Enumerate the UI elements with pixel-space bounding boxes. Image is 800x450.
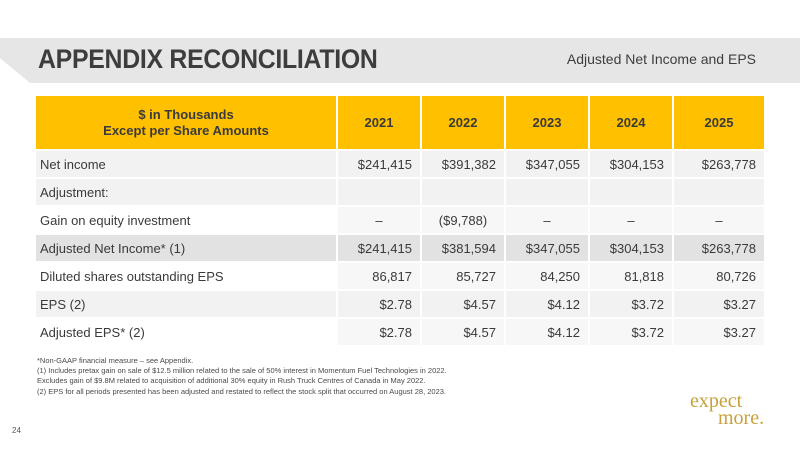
page-number: 24 <box>12 426 21 435</box>
footnote: (2) EPS for all periods presented has be… <box>37 386 446 396</box>
table-cell: – <box>505 206 590 235</box>
table-cell: $304,153 <box>589 234 674 263</box>
footnote: *Non-GAAP financial measure – see Append… <box>37 356 194 365</box>
footnote: Excludes gain of $9.8M related to acquis… <box>37 376 426 386</box>
table-cell: $2.78 <box>337 290 422 319</box>
footnote: (1) Includes pretax gain on sale of $12.… <box>37 366 447 376</box>
table-cell: 80,726 <box>673 262 766 291</box>
table-cell: $4.12 <box>505 318 590 347</box>
table-cell: $347,055 <box>505 234 590 263</box>
table-cell: $391,382 <box>421 150 506 179</box>
corner-line-1: $ in Thousands <box>138 106 234 122</box>
table-cell: $304,153 <box>589 150 674 179</box>
page-title: APPENDIX RECONCILIATION <box>38 44 378 74</box>
year-header: 2023 <box>505 96 590 151</box>
table-cell: – <box>673 206 766 235</box>
brand-line-2: more. <box>718 407 765 429</box>
table-cell: $3.72 <box>589 318 674 347</box>
table-cell: $241,415 <box>337 234 422 263</box>
footnotes: *Non-GAAP financial measure – see Append… <box>37 356 597 397</box>
row-label: Adjusted EPS* (2) <box>36 318 338 347</box>
table-row: Adjustment: <box>36 178 766 207</box>
table-cell <box>505 178 590 207</box>
table-cell: 84,250 <box>505 262 590 291</box>
table-cell: $3.27 <box>673 318 766 347</box>
table-cell: – <box>589 206 674 235</box>
row-label: Diluted shares outstanding EPS <box>36 262 338 291</box>
table-cell: $263,778 <box>673 234 766 263</box>
table-cell: 85,727 <box>421 262 506 291</box>
table-corner-header: $ in Thousands Except per Share Amounts <box>36 96 338 151</box>
row-label: Adjusted Net Income* (1) <box>36 234 338 263</box>
row-label: Gain on equity investment <box>36 206 338 235</box>
table-row: EPS (2) $2.78 $4.57 $4.12 $3.72 $3.27 <box>36 290 766 319</box>
table-row: Adjusted Net Income* (1) $241,415 $381,5… <box>36 234 766 263</box>
corner-line-2: Except per Share Amounts <box>103 122 269 138</box>
table-cell: $3.27 <box>673 290 766 319</box>
table-row: Diluted shares outstanding EPS 86,817 85… <box>36 262 766 291</box>
brand-logo: expect more. <box>690 390 790 429</box>
brand-line-1: expect <box>690 390 743 412</box>
reconciliation-table: $ in Thousands Except per Share Amounts … <box>36 96 766 347</box>
table-cell: $241,415 <box>337 150 422 179</box>
table-cell <box>589 178 674 207</box>
table-cell: $3.72 <box>589 290 674 319</box>
table-cell: $263,778 <box>673 150 766 179</box>
table-cell: ($9,788) <box>421 206 506 235</box>
table-cell: 81,818 <box>589 262 674 291</box>
year-header: 2025 <box>673 96 766 151</box>
table-cell: $2.78 <box>337 318 422 347</box>
table-row: Gain on equity investment – ($9,788) – –… <box>36 206 766 235</box>
table-cell <box>421 178 506 207</box>
table-row: Adjusted EPS* (2) $2.78 $4.57 $4.12 $3.7… <box>36 318 766 347</box>
row-label: Adjustment: <box>36 178 338 207</box>
year-header: 2022 <box>421 96 506 151</box>
row-label: Net income <box>36 150 338 179</box>
table-header-row: $ in Thousands Except per Share Amounts … <box>36 96 766 151</box>
table-cell: $4.57 <box>421 318 506 347</box>
table-cell <box>673 178 766 207</box>
table-cell: $4.57 <box>421 290 506 319</box>
table-cell <box>337 178 422 207</box>
table-cell: – <box>337 206 422 235</box>
row-label: EPS (2) <box>36 290 338 319</box>
table-cell: $347,055 <box>505 150 590 179</box>
table-cell: $4.12 <box>505 290 590 319</box>
title-banner <box>0 38 800 83</box>
table-cell: $381,594 <box>421 234 506 263</box>
table-cell: 86,817 <box>337 262 422 291</box>
page-subtitle: Adjusted Net Income and EPS <box>566 51 756 67</box>
table-row: Net income $241,415 $391,382 $347,055 $3… <box>36 150 766 179</box>
year-header: 2021 <box>337 96 422 151</box>
year-header: 2024 <box>589 96 674 151</box>
